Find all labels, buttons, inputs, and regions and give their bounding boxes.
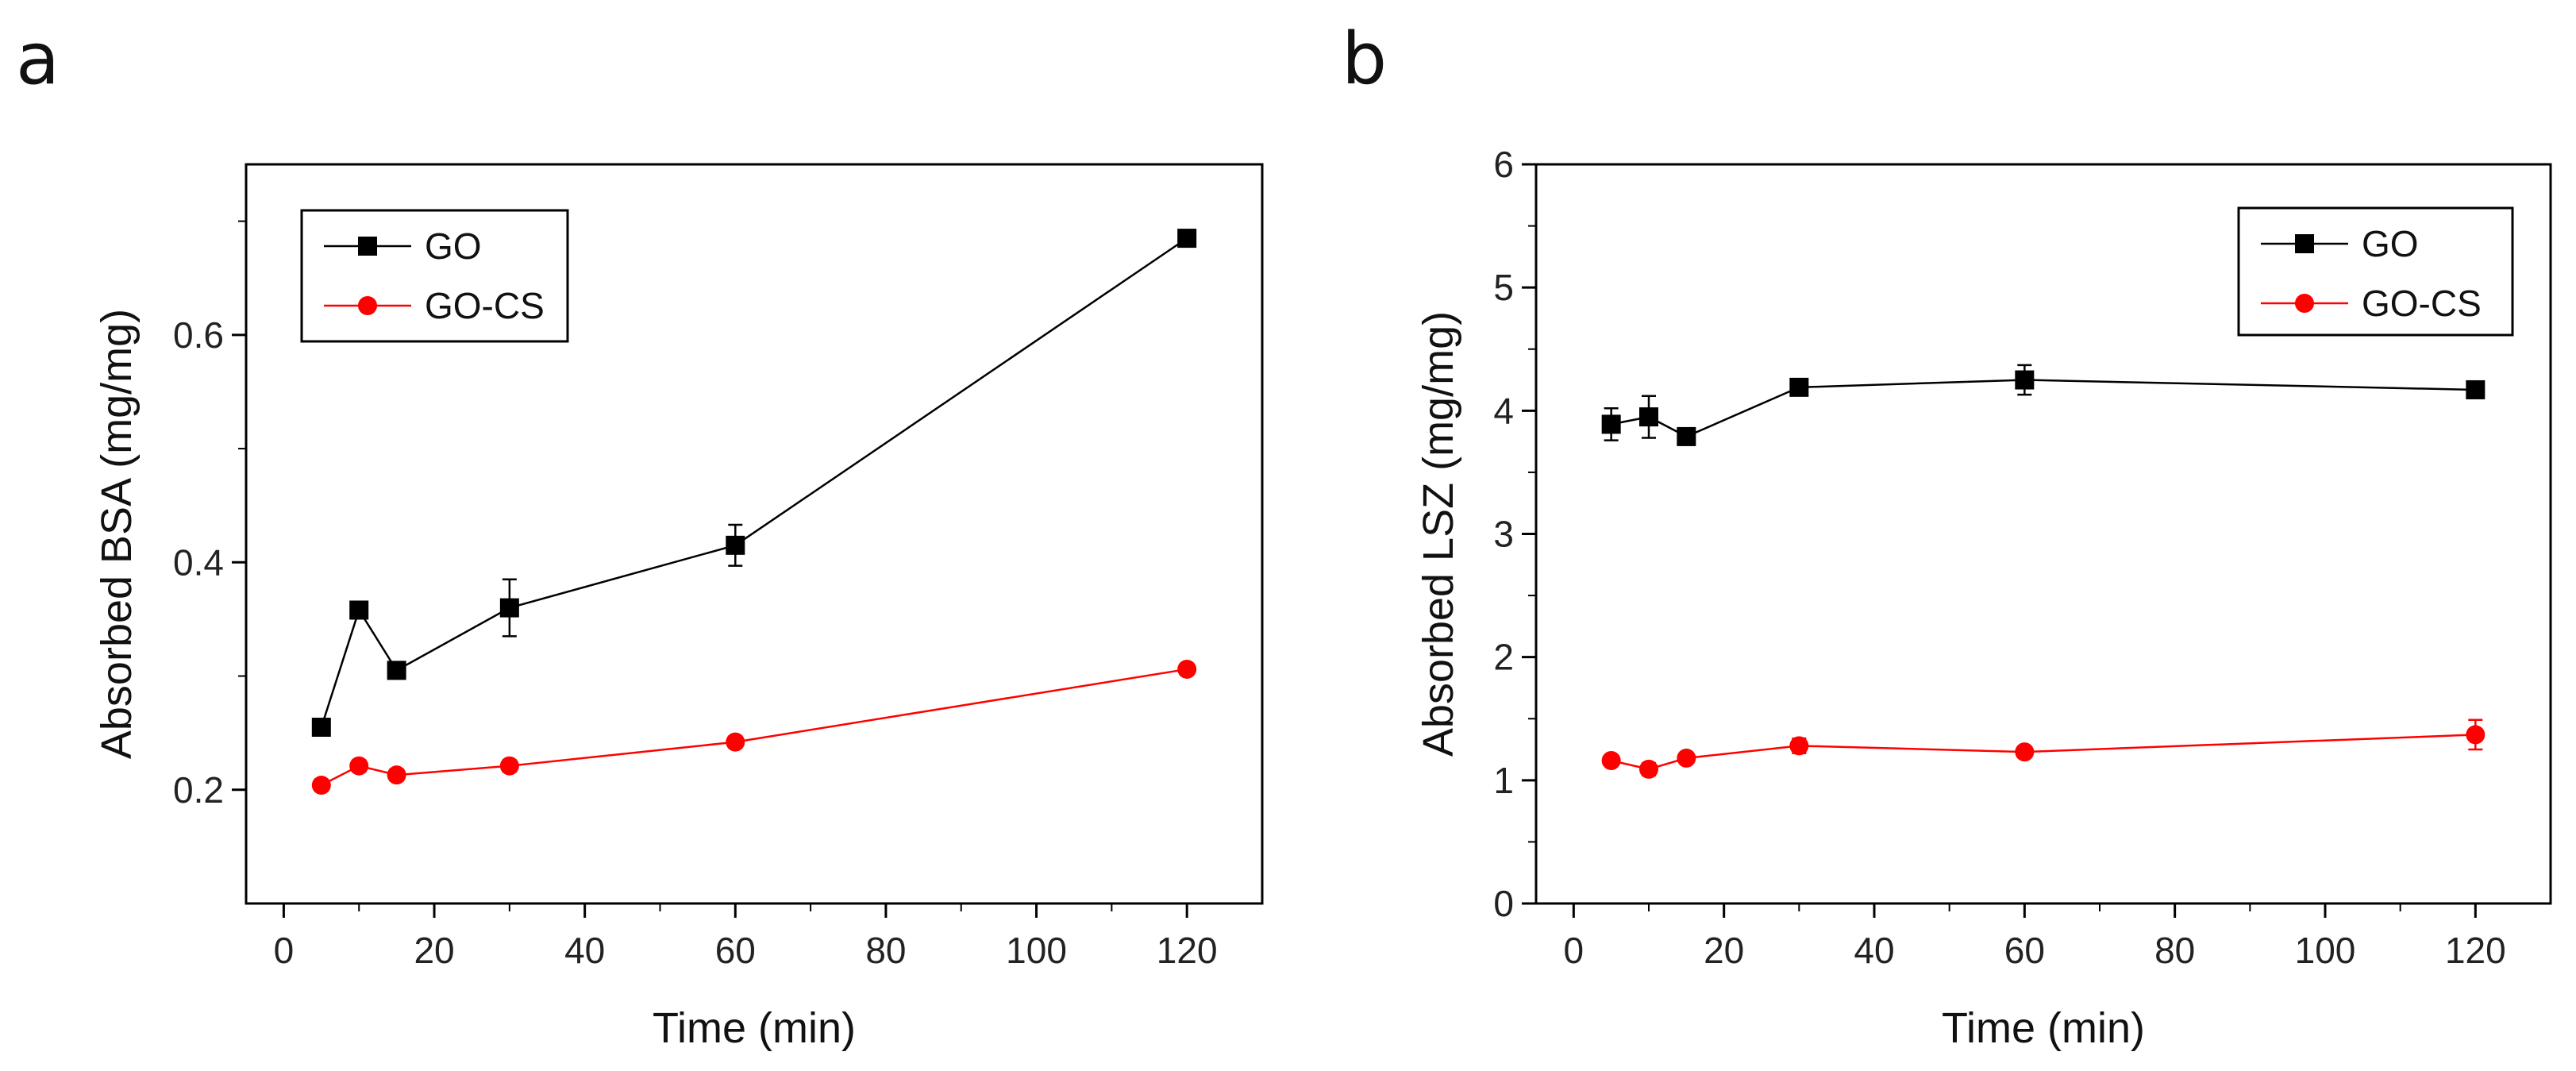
data-point: [499, 756, 519, 776]
x-tick-label: 20: [414, 930, 454, 971]
x-axis-label: Time (min): [1942, 1004, 2145, 1052]
y-tick-label: 6: [1493, 144, 1514, 185]
chart-panel-b: b 0 20 40 60 80 100 120 0 1 2 3 4 5 6 Time (min) Absorbe…: [1342, 17, 2552, 1052]
data-point: [499, 598, 519, 618]
series-line: [1611, 379, 2476, 438]
data-point: [349, 756, 369, 776]
data-point: [1789, 736, 1809, 756]
x-tick-label: 100: [2295, 930, 2356, 971]
y-tick-label: 1: [1493, 760, 1514, 801]
data-point: [726, 732, 745, 752]
x-tick-label: 60: [2004, 930, 2045, 971]
y-tick-label: 4: [1493, 390, 1514, 431]
series-go: [311, 229, 1197, 737]
data-point: [2466, 379, 2486, 399]
x-tick-label: 0: [1564, 930, 1584, 971]
legend-marker: [2295, 234, 2314, 253]
y-tick-label: 3: [1493, 514, 1514, 555]
legend-label: GO-CS: [2362, 283, 2482, 324]
data-point: [1639, 407, 1658, 427]
x-tick-label: 100: [1006, 930, 1067, 971]
legend: GO GO-CS: [300, 209, 569, 343]
plot-frame: [245, 163, 1264, 905]
data-point: [387, 765, 406, 785]
x-tick-label: 60: [715, 930, 756, 971]
data-point: [387, 661, 406, 680]
x-tick-label: 40: [1854, 930, 1894, 971]
legend-box: [300, 209, 569, 343]
data-point: [726, 535, 745, 555]
data-point: [2015, 742, 2035, 762]
data-point: [1601, 751, 1621, 771]
x-tick-label: 0: [274, 930, 295, 971]
series-go-cs: [1601, 718, 2486, 779]
y-tick-label: 0.6: [173, 314, 224, 356]
data-point: [1639, 759, 1658, 779]
series-go-cs: [311, 659, 1197, 796]
x-axis-label: Time (min): [653, 1004, 856, 1052]
x-tick-label: 20: [1704, 930, 1744, 971]
legend-marker: [358, 237, 377, 256]
chart-panel-a: a 0 20 40 60 80 100 120 0.2 0.4 0.6 Time (min) Absor…: [16, 17, 1264, 1052]
legend-box: [2237, 206, 2514, 337]
x-tick-label: 40: [564, 930, 605, 971]
data-point: [1177, 229, 1197, 248]
panel-label: b: [1342, 17, 1387, 101]
x-tick-label: 120: [1157, 930, 1218, 971]
legend-marker: [358, 296, 377, 315]
legend-label: GO-CS: [425, 285, 545, 326]
y-axis-label: Absorbed BSA (mg/mg): [93, 309, 141, 759]
x-tick-label: 80: [865, 930, 906, 971]
data-point: [311, 717, 331, 737]
y-tick-label: 2: [1493, 637, 1514, 678]
data-point: [349, 600, 369, 620]
y-axis-label: Absorbed LSZ (mg/mg): [1415, 311, 1462, 757]
legend: GO GO-CS: [2237, 206, 2514, 337]
data-point: [1789, 377, 1809, 397]
series-go: [1601, 364, 2486, 446]
x-tick-label: 120: [2445, 930, 2506, 971]
y-tick-label: 0: [1493, 883, 1514, 924]
data-point: [1677, 748, 1696, 768]
series-line: [1611, 734, 2476, 771]
data-point: [1601, 414, 1621, 434]
series-line: [320, 237, 1188, 728]
x-tick-label: 80: [2154, 930, 2195, 971]
data-point: [2466, 725, 2486, 745]
legend-label: GO: [2362, 223, 2419, 264]
y-tick-label: 0.4: [173, 541, 224, 583]
series-line: [321, 668, 1188, 787]
y-tick-label: 0.2: [173, 769, 224, 811]
data-point: [2015, 370, 2035, 390]
legend-marker: [2295, 294, 2314, 313]
legend-label: GO: [425, 225, 482, 267]
data-point: [311, 776, 331, 796]
y-tick-label: 5: [1493, 267, 1514, 308]
panel-label: a: [16, 17, 60, 101]
data-point: [1677, 426, 1696, 446]
data-point: [1177, 659, 1197, 679]
